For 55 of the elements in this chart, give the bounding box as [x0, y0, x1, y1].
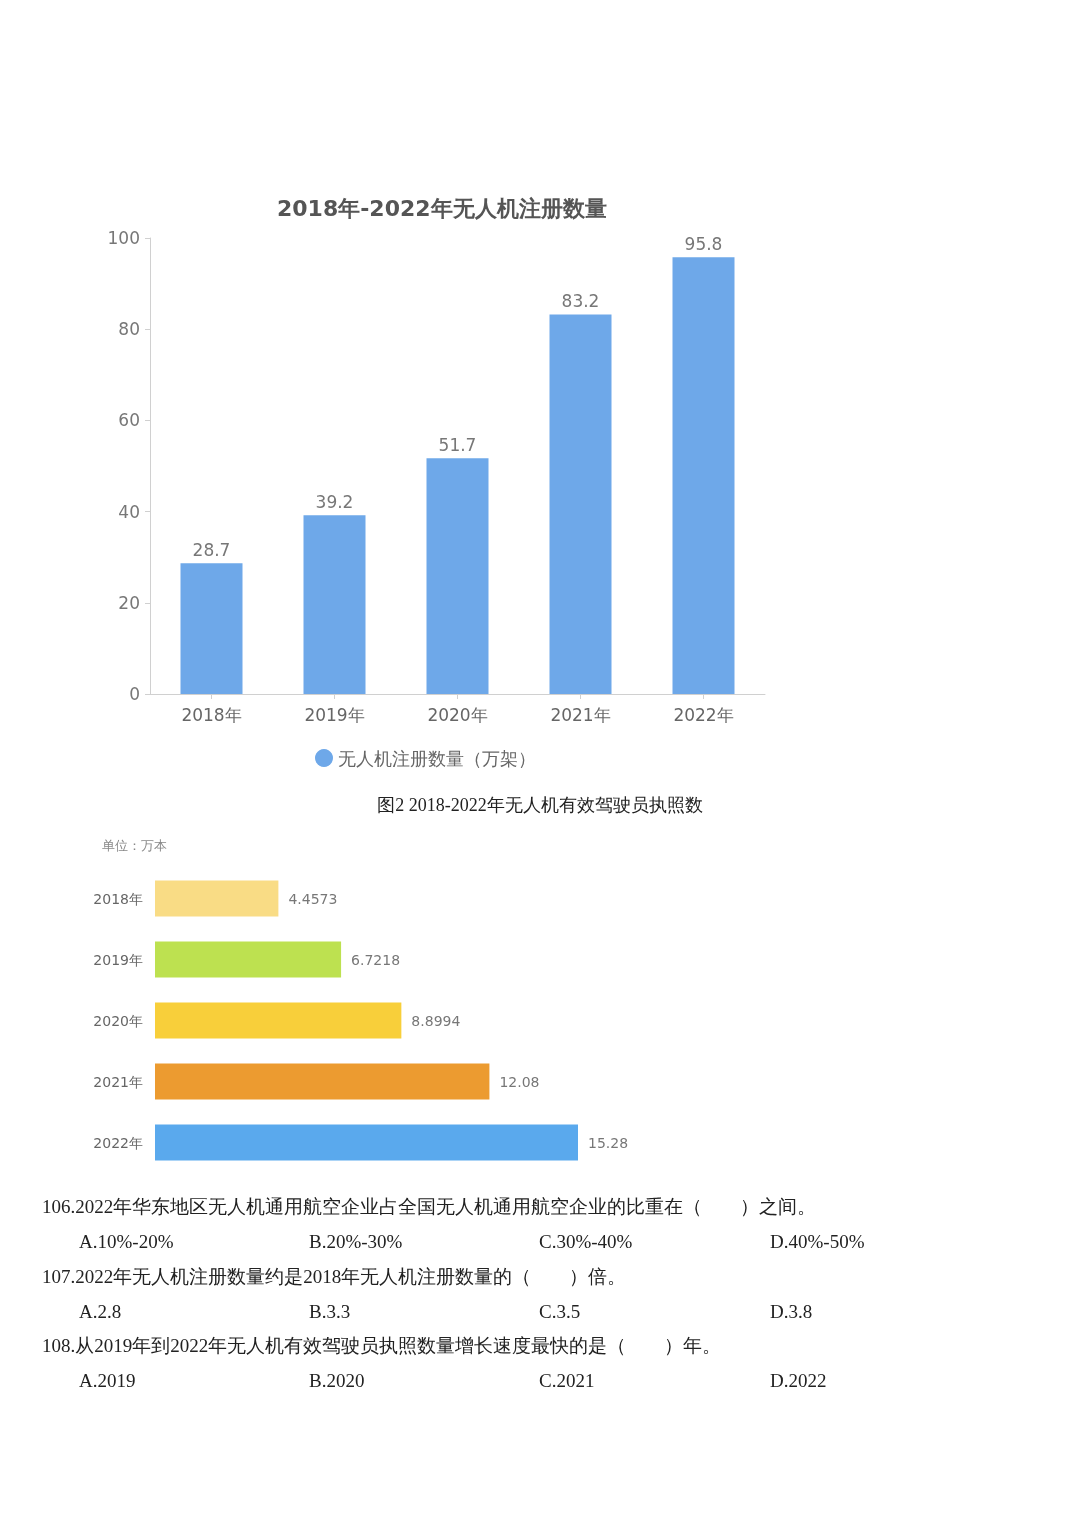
y-tick-label: 100 [107, 228, 140, 248]
text: A.10%-20% [79, 1230, 174, 1254]
y-tick-label: 0 [129, 684, 140, 704]
text: D.40%-50% [770, 1230, 865, 1254]
y-tick-label: 80 [118, 319, 140, 340]
data-label: 83.2 [561, 291, 600, 312]
data-label: 39.2 [315, 491, 354, 512]
data-label: 51.7 [438, 434, 477, 455]
chart-title: 2018年-2022年无人机注册数量 [277, 195, 607, 221]
text: C.30%-40% [539, 1230, 633, 1254]
text: A.2.8 [79, 1299, 122, 1324]
chart-subtitle: 单位：万本 [102, 838, 167, 853]
bar [155, 1002, 402, 1039]
text: A.2019 [79, 1369, 136, 1393]
text: B.3.3 [309, 1299, 351, 1324]
bar [426, 458, 489, 694]
bar [155, 1063, 490, 1100]
y-tick-label: 20 [118, 592, 140, 613]
y-tick-label: 2018年 [93, 890, 143, 907]
data-label: 8.8994 [411, 1012, 461, 1029]
text: C.2021 [539, 1369, 595, 1393]
text: 108.从2019年到2022年无人机有效驾驶员执照数量增长速度最快的是（ ）年。 [42, 1334, 722, 1358]
x-tick-label: 2018年 [181, 704, 242, 725]
chart-title: 图2 2018-2022年无人机有效驾驶员执照数 [377, 795, 703, 815]
y-tick-label: 2020年 [93, 1012, 143, 1029]
text: 106.2022年华东地区无人机通用航空企业占全国无人机通用航空企业的比重在（ ）之间。 [42, 1195, 817, 1219]
text: 107.2022年无人机注册数量约是2018年无人机注册数量的（ ）倍。 [42, 1264, 627, 1289]
legend-label: 无人机注册数量（万架） [338, 747, 536, 769]
bar [155, 880, 279, 917]
y-tick-label: 2022年 [93, 1134, 143, 1151]
x-tick-label: 2019年 [304, 704, 365, 725]
y-tick-label: 2021年 [93, 1073, 143, 1090]
x-tick-label: 2022年 [673, 704, 734, 725]
y-tick-label: 2019年 [93, 951, 143, 968]
x-tick-label: 2020年 [427, 704, 488, 725]
bar [672, 257, 735, 694]
data-label: 6.7218 [351, 951, 401, 968]
text: B.2020 [309, 1369, 365, 1393]
bar [549, 314, 612, 694]
text: D.3.8 [770, 1299, 813, 1324]
data-label: 28.7 [192, 539, 231, 560]
x-tick-label: 2021年 [550, 704, 611, 725]
y-tick-label: 40 [118, 501, 140, 522]
data-label: 4.4573 [288, 890, 338, 907]
data-label: 12.08 [499, 1073, 540, 1090]
y-tick-label: 60 [118, 410, 140, 431]
bar [303, 515, 366, 694]
text: C.3.5 [539, 1299, 581, 1324]
text: B.20%-30% [309, 1230, 403, 1254]
bar [155, 1124, 578, 1161]
text: D.2022 [770, 1369, 827, 1393]
data-label: 95.8 [684, 233, 723, 254]
bar [155, 941, 342, 978]
data-label: 15.28 [588, 1134, 629, 1151]
bar [180, 563, 243, 694]
